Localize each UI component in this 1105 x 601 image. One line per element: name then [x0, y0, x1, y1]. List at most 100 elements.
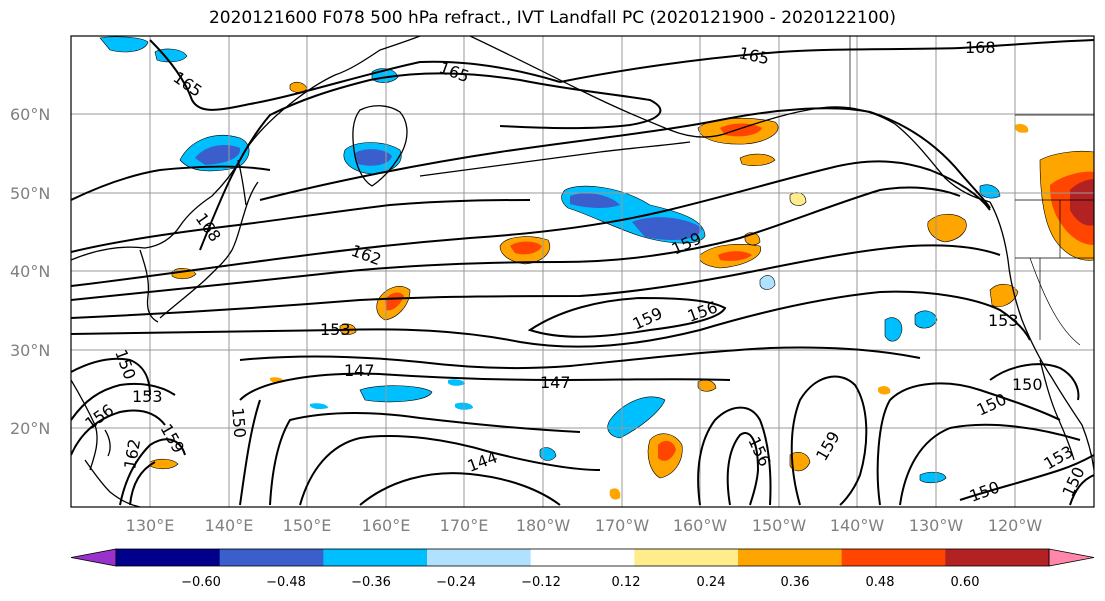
- lat-label: 30°N: [10, 341, 50, 360]
- contour-line: [1069, 474, 1094, 506]
- lat-label: 60°N: [10, 105, 50, 124]
- colorbar-swatch: [634, 549, 739, 566]
- contour-line: [149, 39, 561, 111]
- shade-patch: [539, 447, 557, 461]
- shade-patch: [658, 440, 676, 461]
- shade-patch: [510, 241, 542, 255]
- contour-label: 153: [988, 311, 1019, 330]
- contour-line: [71, 165, 271, 201]
- contour-line: [559, 39, 1094, 83]
- colorbar-tick: −0.60: [181, 575, 221, 590]
- colorbar-tick: 0.60: [951, 575, 980, 590]
- shade-patch: [385, 292, 404, 311]
- lon-tick-labels: 130°E 140°E 150°E 160°E 170°E 180°W 170°…: [126, 516, 1043, 535]
- lon-label: 160°E: [362, 516, 411, 535]
- shade-patch: [359, 385, 433, 403]
- contour-line: [129, 461, 156, 506]
- contour-label: 168: [965, 38, 996, 57]
- contour-line: [697, 406, 772, 506]
- borders: [849, 36, 1094, 346]
- coastline-korea: [139, 249, 159, 323]
- map-panel: 165 165 165 168 168 162 159 159 156 153 …: [71, 36, 1094, 507]
- border-line: [1029, 257, 1081, 346]
- shade-patch: [718, 251, 752, 261]
- shade-patch: [149, 458, 179, 470]
- lon-label: 180°W: [516, 516, 571, 535]
- shade-patch: [919, 471, 947, 484]
- shaded-field: [99, 36, 1094, 500]
- contour-line: [876, 382, 1061, 506]
- colorbar-tick: −0.36: [351, 575, 391, 590]
- shade-patch: [878, 386, 891, 395]
- colorbar-swatch: [841, 549, 946, 566]
- colorbar-tick-labels: −0.60 −0.48 −0.36 −0.24 −0.12 0.12 0.24 …: [181, 575, 979, 590]
- lon-label: 140°E: [205, 516, 254, 535]
- colorbar-outline: [115, 548, 1050, 567]
- shade-patch: [914, 310, 938, 329]
- contour-line: [359, 472, 561, 506]
- gridlines: [71, 36, 1094, 507]
- chart-title: 2020121600 F078 500 hPa refract., IVT La…: [208, 8, 896, 28]
- lat-label: 50°N: [10, 184, 50, 203]
- shade-patch: [355, 149, 392, 166]
- colorbar-swatch: [427, 549, 532, 566]
- shade-patch: [927, 213, 967, 243]
- contour-line: [71, 186, 961, 301]
- shade-patch: [632, 217, 702, 240]
- contour-label: 147: [540, 373, 571, 392]
- shade-patch: [720, 123, 762, 137]
- contour-line: [119, 438, 186, 506]
- contour-line: [299, 434, 601, 506]
- colorbar-extend-low: [70, 548, 117, 567]
- map-frame: [70, 35, 1095, 508]
- colorbar-tick: −0.12: [521, 575, 561, 590]
- contour-line: [259, 107, 991, 209]
- shade-patch: [310, 403, 328, 410]
- contour-line: [71, 160, 991, 287]
- contour-line: [71, 409, 166, 456]
- lon-label: 130°E: [126, 516, 175, 535]
- shade-patch: [99, 36, 149, 53]
- contour-line: [269, 412, 581, 506]
- contour-line: [71, 382, 176, 421]
- contour-line: [239, 346, 921, 370]
- colorbar: −0.60 −0.48 −0.36 −0.24 −0.12 0.12 0.24 …: [70, 548, 1095, 590]
- shade-patch: [759, 275, 776, 290]
- contour-line: [239, 399, 261, 506]
- shade-patch: [989, 283, 1019, 308]
- contour-line: [71, 199, 531, 253]
- contour-line: [239, 372, 731, 401]
- contour-label: 150: [228, 407, 250, 439]
- colorbar-swatch: [323, 549, 428, 566]
- positive-anomaly-patches: [149, 81, 1094, 500]
- contour-line: [199, 72, 662, 251]
- colorbar-tick: 0.12: [612, 575, 641, 590]
- contour-line: [726, 432, 760, 506]
- colorbar-swatch: [530, 549, 635, 566]
- contour-line: [899, 423, 1081, 506]
- contour-line: [71, 244, 1001, 319]
- shade-patch: [1015, 123, 1029, 133]
- colorbar-tick: −0.24: [436, 575, 476, 590]
- lat-tick-labels: 60°N 50°N 40°N 30°N 20°N: [10, 105, 50, 438]
- colorbar-swatch: [219, 549, 324, 566]
- lon-label: 170°W: [595, 516, 650, 535]
- shade-patch: [154, 48, 188, 63]
- lon-label: 140°W: [830, 516, 885, 535]
- lat-label: 20°N: [10, 419, 50, 438]
- coastlines: [71, 36, 1094, 507]
- lon-label: 160°W: [673, 516, 728, 535]
- colorbar-tick: −0.48: [266, 575, 306, 590]
- shade-patch: [1070, 179, 1094, 226]
- contour-label: 150: [1012, 375, 1043, 394]
- colorbar-tick: 0.36: [781, 575, 810, 590]
- contour-line: [959, 454, 1094, 501]
- shade-patch: [570, 193, 620, 208]
- contour-line: [989, 363, 1080, 401]
- contour-label: 153: [320, 320, 351, 339]
- negative-anomaly-patches: [99, 36, 1001, 484]
- shade-patch: [739, 153, 776, 166]
- colorbar-swatch: [116, 549, 221, 566]
- colorbar-tick: 0.48: [866, 575, 895, 590]
- colorbar-swatch: [945, 549, 1050, 566]
